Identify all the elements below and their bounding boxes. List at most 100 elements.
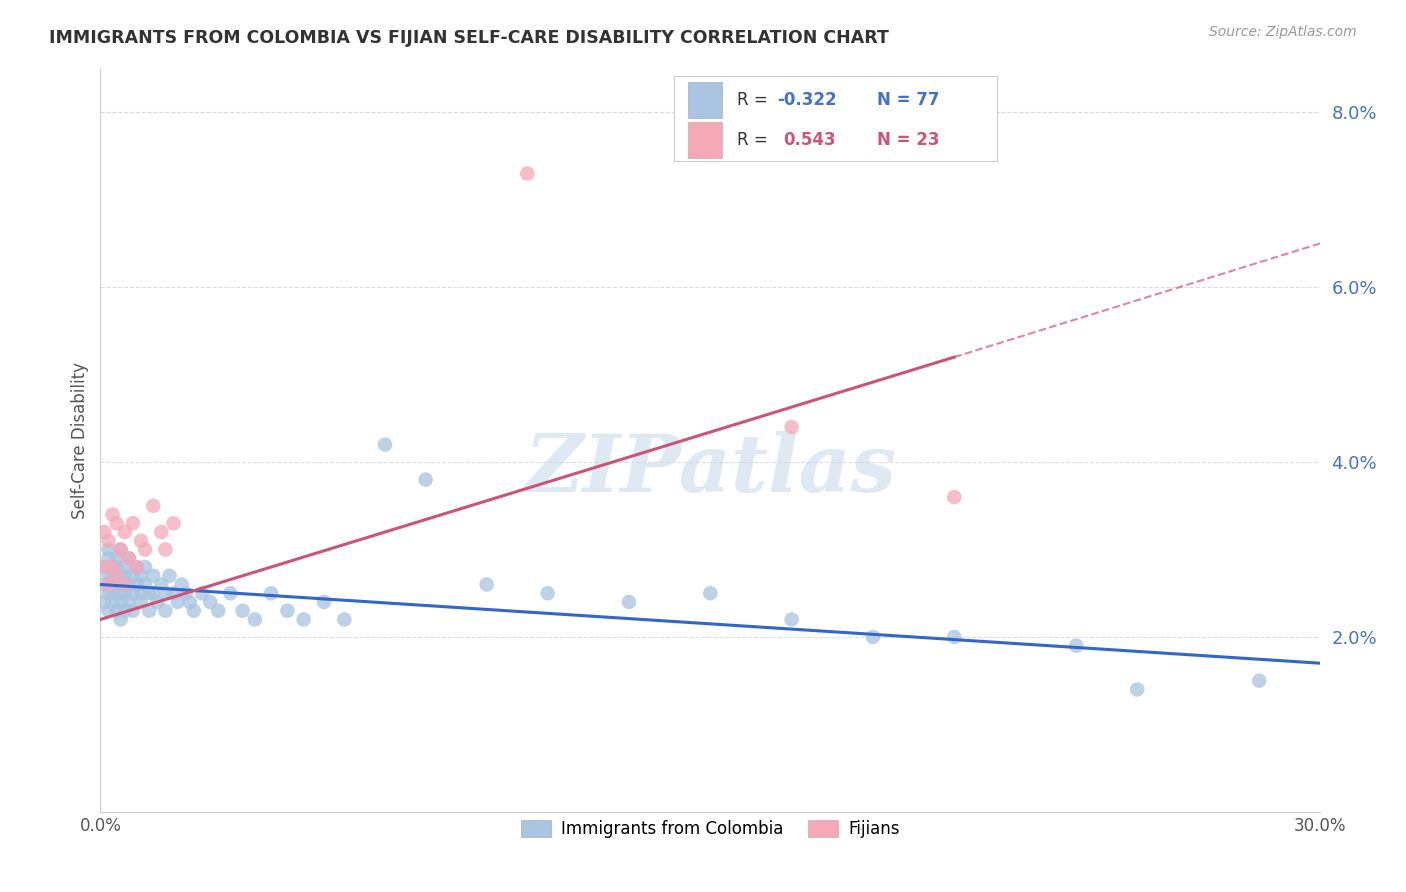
Point <box>93 577 115 591</box>
Point <box>166 595 188 609</box>
Point <box>138 586 160 600</box>
Point <box>162 516 184 531</box>
Point <box>1126 682 1149 697</box>
Point <box>110 586 132 600</box>
Point <box>93 560 115 574</box>
Point <box>374 437 396 451</box>
Text: Source: ZipAtlas.com: Source: ZipAtlas.com <box>1209 25 1357 39</box>
Point <box>101 577 124 591</box>
Point <box>138 604 160 618</box>
Point <box>114 604 136 618</box>
Text: ZIPatlas: ZIPatlas <box>524 431 897 508</box>
Bar <box>689 82 723 118</box>
Point <box>105 551 128 566</box>
Text: -0.322: -0.322 <box>778 91 837 109</box>
Point <box>617 595 640 609</box>
Point <box>129 586 152 600</box>
Point <box>516 166 538 180</box>
Point <box>191 586 214 600</box>
Point <box>159 568 181 582</box>
Bar <box>689 122 723 158</box>
Point <box>170 577 193 591</box>
Point <box>207 604 229 618</box>
Point <box>125 560 148 574</box>
FancyBboxPatch shape <box>673 76 997 161</box>
Point <box>219 586 242 600</box>
Text: R =: R = <box>737 131 779 149</box>
Point <box>118 551 141 566</box>
Point <box>125 577 148 591</box>
Point <box>97 568 120 582</box>
Point <box>105 577 128 591</box>
Point <box>97 586 120 600</box>
Point <box>475 577 498 591</box>
Point <box>1249 673 1271 688</box>
Point <box>114 577 136 591</box>
Point <box>129 533 152 548</box>
Point <box>93 524 115 539</box>
Point <box>110 568 132 582</box>
Point <box>183 604 205 618</box>
Point <box>114 586 136 600</box>
Point <box>198 595 221 609</box>
Point <box>125 560 148 574</box>
Point <box>101 560 124 574</box>
Point <box>155 586 177 600</box>
Point <box>862 630 884 644</box>
Point <box>101 508 124 522</box>
Point <box>101 568 124 582</box>
Text: R =: R = <box>737 91 773 109</box>
Point <box>105 560 128 574</box>
Y-axis label: Self-Care Disability: Self-Care Disability <box>72 361 89 519</box>
Point <box>155 542 177 557</box>
Point <box>129 568 152 582</box>
Point <box>105 604 128 618</box>
Point <box>292 612 315 626</box>
Point <box>150 524 173 539</box>
Point <box>101 586 124 600</box>
Point <box>97 551 120 566</box>
Point <box>415 473 437 487</box>
Point <box>105 568 128 582</box>
Point <box>93 560 115 574</box>
Point <box>1064 639 1087 653</box>
Point <box>276 604 298 618</box>
Point <box>146 595 169 609</box>
Point <box>118 595 141 609</box>
Point <box>333 612 356 626</box>
Point <box>134 560 156 574</box>
Point <box>312 595 335 609</box>
Text: 0.543: 0.543 <box>783 131 837 149</box>
Point <box>114 524 136 539</box>
Point <box>101 560 124 574</box>
Point <box>243 612 266 626</box>
Point <box>179 595 201 609</box>
Point <box>118 551 141 566</box>
Point <box>129 595 152 609</box>
Point <box>155 604 177 618</box>
Point <box>943 630 966 644</box>
Point <box>780 420 803 434</box>
Point <box>122 604 145 618</box>
Point <box>101 595 124 609</box>
Point <box>134 577 156 591</box>
Point <box>142 568 165 582</box>
Point <box>134 542 156 557</box>
Legend: Immigrants from Colombia, Fijians: Immigrants from Colombia, Fijians <box>515 813 907 845</box>
Point <box>110 542 132 557</box>
Point <box>114 568 136 582</box>
Point <box>699 586 721 600</box>
Point <box>536 586 558 600</box>
Point <box>97 604 120 618</box>
Point <box>260 586 283 600</box>
Point <box>105 516 128 531</box>
Point <box>780 612 803 626</box>
Text: N = 23: N = 23 <box>877 131 939 149</box>
Point <box>943 490 966 504</box>
Point <box>162 586 184 600</box>
Point <box>97 577 120 591</box>
Point <box>118 577 141 591</box>
Point <box>122 516 145 531</box>
Point <box>110 612 132 626</box>
Text: IMMIGRANTS FROM COLOMBIA VS FIJIAN SELF-CARE DISABILITY CORRELATION CHART: IMMIGRANTS FROM COLOMBIA VS FIJIAN SELF-… <box>49 29 889 46</box>
